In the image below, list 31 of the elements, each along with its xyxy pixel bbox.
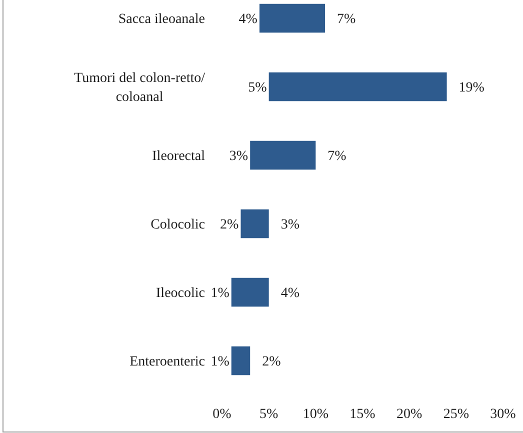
y-tick-label: Ileocolic: [156, 286, 205, 302]
bar: [231, 278, 269, 307]
bar: [259, 4, 326, 33]
y-tick-label: Colocolic: [150, 218, 205, 233]
bar: [240, 209, 269, 238]
annotation: 3%: [229, 149, 248, 164]
data-label: 19%: [458, 80, 485, 96]
y-tick-label: Sacca ileoanale: [118, 12, 205, 28]
x-tick-label: 10%: [302, 407, 329, 422]
data-label: 2%: [262, 354, 282, 370]
y-tick-label: Tumori del colon-retto/coloanal: [74, 71, 206, 106]
data-label: 7%: [337, 12, 356, 28]
data-label: 7%: [328, 149, 347, 164]
bar: [231, 346, 250, 376]
y-tick-label: Enteroenteric: [130, 354, 205, 370]
x-tick-label: 25%: [443, 407, 470, 422]
annotation: 5%: [248, 80, 268, 96]
data-label: 4%: [280, 286, 300, 302]
bar: [250, 140, 316, 170]
bar: [268, 72, 447, 102]
annotation: 1%: [210, 286, 230, 302]
x-tick-label: 15%: [350, 407, 376, 422]
x-tick-label: 0%: [212, 407, 232, 422]
annotation: 1%: [210, 354, 230, 370]
x-tick-label: 20%: [396, 407, 422, 422]
x-tick-label: 5%: [259, 407, 278, 422]
annotation: 2%: [220, 218, 240, 233]
data-label: 3%: [280, 218, 300, 233]
annotation: 4%: [238, 12, 258, 28]
y-tick-label: Ileorectal: [152, 149, 206, 164]
x-tick-label: 30%: [490, 407, 516, 422]
